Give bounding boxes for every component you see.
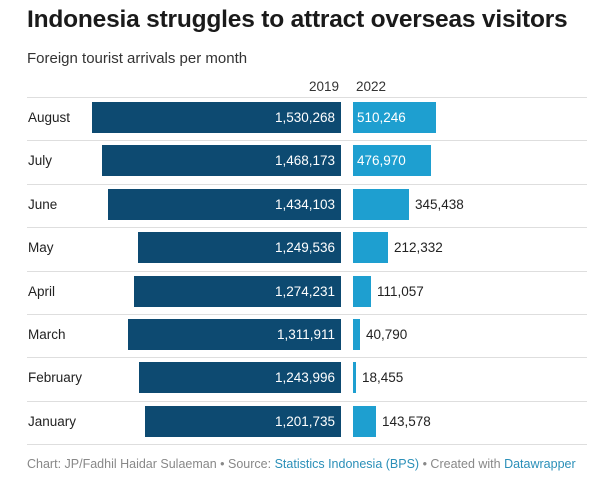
value-label-2019: 1,434,103 — [274, 196, 335, 212]
value-label-2022: 18,455 — [362, 369, 404, 385]
bar-2019 — [145, 406, 341, 437]
value-label-2022: 143,578 — [382, 413, 431, 429]
chart-title: Indonesia struggles to attract overseas … — [27, 6, 568, 33]
row-divider — [27, 271, 587, 272]
category-label: March — [28, 326, 66, 342]
category-label: July — [28, 152, 53, 168]
bar-2022 — [353, 406, 376, 437]
value-label-2019: 1,530,268 — [274, 109, 335, 125]
value-label-2022: 345,438 — [415, 196, 464, 212]
bar-2022 — [353, 145, 431, 176]
value-label-2019: 1,243,996 — [274, 369, 335, 385]
created-prefix: Created with — [430, 457, 505, 471]
value-label-2022: 212,332 — [394, 239, 443, 255]
value-label-2022: 40,790 — [366, 326, 408, 342]
row-divider — [27, 401, 587, 402]
chart-subtitle: Foreign tourist arrivals per month — [27, 50, 248, 67]
value-label-2019: 1,274,231 — [274, 283, 335, 299]
chart-footer: Chart: JP/Fadhil Haidar Sulaeman • Sourc… — [27, 457, 576, 471]
row-divider — [27, 227, 587, 228]
value-label-2019: 1,468,173 — [274, 152, 335, 168]
value-label-2019: 1,249,536 — [274, 239, 335, 255]
category-label: February — [28, 369, 83, 385]
source-prefix: Source: — [228, 457, 275, 471]
category-label: April — [28, 283, 56, 299]
bar-2022 — [353, 189, 409, 220]
bar-2019 — [102, 145, 341, 176]
bar-2019 — [138, 232, 341, 263]
bar-2022 — [353, 102, 436, 133]
chart-credit: Chart: JP/Fadhil Haidar Sulaeman — [27, 457, 217, 471]
bar-2019 — [108, 189, 341, 220]
footer-separator: • — [216, 457, 229, 471]
row-divider — [27, 97, 587, 98]
row-divider — [27, 140, 587, 141]
bar-2019 — [92, 102, 341, 133]
value-label-2022: 510,246 — [357, 109, 406, 125]
row-divider — [27, 184, 587, 185]
row-divider — [27, 444, 587, 445]
bar-2019 — [134, 276, 341, 307]
bar-2022 — [353, 276, 371, 307]
bar-2022 — [353, 232, 388, 263]
bar-2022 — [353, 362, 356, 393]
footer-separator: • — [419, 457, 431, 471]
row-divider — [27, 314, 587, 315]
series-header-2022: 2022 — [356, 79, 387, 94]
bar-2019 — [128, 319, 341, 350]
category-label: May — [28, 239, 54, 255]
value-label-2019: 1,201,735 — [274, 413, 335, 429]
source-link[interactable]: Statistics Indonesia (BPS) — [274, 457, 420, 471]
value-label-2022: 111,057 — [377, 283, 424, 299]
category-label: January — [28, 413, 77, 429]
series-header-2019: 2019 — [309, 79, 340, 94]
value-label-2019: 1,311,911 — [276, 326, 335, 342]
bar-2022 — [353, 319, 360, 350]
category-label: August — [28, 109, 71, 125]
category-label: June — [28, 196, 58, 212]
row-divider — [27, 357, 587, 358]
datawrapper-link[interactable]: Datawrapper — [504, 457, 576, 471]
bar-2019 — [139, 362, 341, 393]
value-label-2022: 476,970 — [357, 152, 406, 168]
